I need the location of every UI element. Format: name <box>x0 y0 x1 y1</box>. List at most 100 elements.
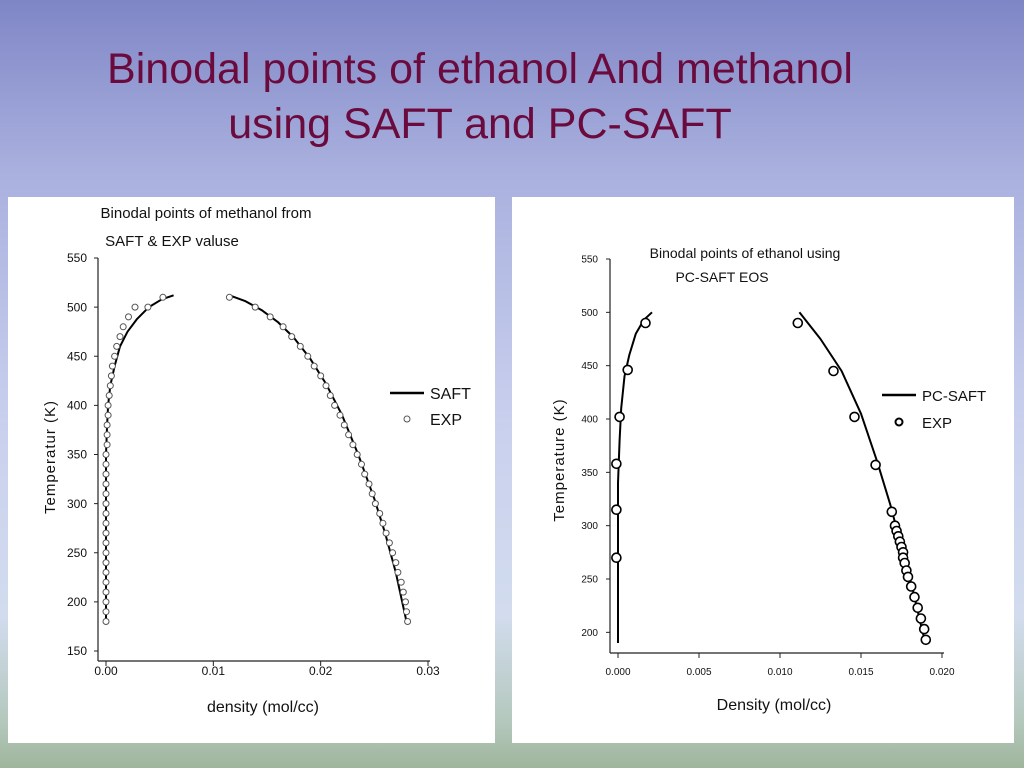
data-point-exp <box>251 303 259 311</box>
data-point-exp <box>349 441 357 449</box>
data-point-exp <box>103 441 111 449</box>
data-point-exp <box>225 293 233 301</box>
ethanol-chart: Binodal points of ethanol using PC-SAFT E… <box>551 245 986 714</box>
methanol-chart-panel: Binodal points of methanol from SAFT & EX… <box>8 197 495 743</box>
y-tick-label: 500 <box>67 300 87 314</box>
y-tick-label: 300 <box>581 521 598 532</box>
data-point-exp <box>102 598 110 606</box>
data-point-exp <box>622 364 633 376</box>
data-point-exp <box>614 411 625 423</box>
y-tick-label: 550 <box>581 255 598 266</box>
y-tick-label: 200 <box>581 628 598 639</box>
data-point-exp <box>611 504 622 516</box>
data-point-exp <box>104 411 112 419</box>
data-point-exp <box>361 470 369 478</box>
data-point-exp <box>915 613 927 624</box>
y-axis-label: Temperatur (K) <box>42 400 59 514</box>
data-point-exp <box>326 392 334 399</box>
data-point-exp <box>368 490 376 498</box>
data-point-exp <box>828 365 839 377</box>
data-point-exp <box>353 451 361 458</box>
chart-title: Binodal points of ethanol using <box>650 245 841 261</box>
data-point-exp <box>792 317 804 329</box>
data-point-exp <box>371 500 379 508</box>
data-point-exp <box>113 342 121 350</box>
data-point-exp <box>340 421 348 429</box>
x-tick-label: 0.010 <box>767 667 792 678</box>
ethanol-chart-panel: Binodal points of ethanol using PC-SAFT E… <box>512 197 1014 743</box>
data-point-exp <box>385 539 393 547</box>
legend-entry: PC-SAFT <box>922 388 986 405</box>
data-point-exp <box>304 352 312 360</box>
x-tick-label: 0.02 <box>309 664 333 678</box>
y-axis-label: Temperature (K) <box>551 398 568 521</box>
data-point-exp <box>611 458 622 470</box>
data-point-exp <box>358 460 365 468</box>
data-point-exp <box>870 459 881 471</box>
data-point-exp <box>279 323 287 331</box>
data-point-exp <box>611 552 622 564</box>
data-point-exp <box>379 519 387 527</box>
y-tick-label: 350 <box>581 468 598 479</box>
data-point-exp <box>102 529 110 537</box>
data-point-exp <box>107 372 115 380</box>
x-axis-label: Density (mol/cc) <box>717 697 832 714</box>
data-point-exp <box>106 382 114 390</box>
data-point-exp <box>119 323 127 331</box>
data-point-exp <box>392 559 400 567</box>
data-point-exp <box>849 411 860 423</box>
data-point-exp <box>336 411 344 419</box>
data-point-exp <box>102 451 110 458</box>
data-point-exp <box>102 568 110 576</box>
y-tick-label: 250 <box>67 546 87 560</box>
data-point-exp <box>108 362 116 370</box>
data-point-exp <box>365 480 373 488</box>
data-point-exp <box>912 602 924 614</box>
data-point-exp <box>399 588 407 596</box>
data-point-exp <box>296 342 304 350</box>
data-point-exp <box>102 460 110 468</box>
data-point-exp <box>102 470 110 478</box>
data-point-exp <box>102 618 110 625</box>
y-tick-label: 400 <box>581 415 598 426</box>
legend-circle-marker <box>403 415 411 423</box>
data-point-exp <box>266 313 274 321</box>
x-tick-label: 0.005 <box>686 667 711 678</box>
data-point-exp <box>102 539 110 547</box>
x-tick-label: 0.015 <box>848 667 873 678</box>
data-point-exp <box>909 591 920 603</box>
legend-entry: SAFT <box>430 386 471 403</box>
y-tick-label: 550 <box>67 251 87 265</box>
x-tick-label: 0.000 <box>605 667 630 678</box>
data-point-exp <box>102 608 110 616</box>
data-point-exp <box>402 598 409 606</box>
data-point-exp <box>404 618 412 625</box>
data-point-exp <box>397 578 405 586</box>
data-point-exp <box>102 490 110 498</box>
data-point-exp <box>102 588 110 596</box>
data-point-exp <box>310 362 318 370</box>
x-tick-label: 0.03 <box>416 664 440 678</box>
data-point-exp <box>105 392 113 399</box>
data-point-exp <box>345 431 353 439</box>
series-line-pc-saft-segment-0 <box>617 311 653 643</box>
y-tick-label: 200 <box>67 595 87 609</box>
series-line-saft-segment-1 <box>229 294 408 622</box>
data-point-exp <box>902 571 914 583</box>
data-point-exp <box>918 623 930 635</box>
y-tick-label: 350 <box>67 448 87 462</box>
slide-title-line1: Binodal points of ethanol And methanol <box>107 45 853 93</box>
data-point-exp <box>382 529 390 537</box>
data-point-exp <box>886 506 898 518</box>
data-point-exp <box>389 549 397 557</box>
data-point-exp <box>102 510 110 517</box>
x-tick-label: 0.020 <box>929 667 954 678</box>
y-tick-label: 500 <box>581 308 598 319</box>
chart-subtitle: PC-SAFT EOS <box>675 269 768 285</box>
data-point-exp <box>905 581 917 592</box>
data-point-exp <box>116 333 124 341</box>
legend-circle-marker <box>894 417 904 427</box>
data-point-exp <box>104 401 112 409</box>
data-point-exp <box>102 519 110 527</box>
data-point-exp <box>102 500 110 508</box>
